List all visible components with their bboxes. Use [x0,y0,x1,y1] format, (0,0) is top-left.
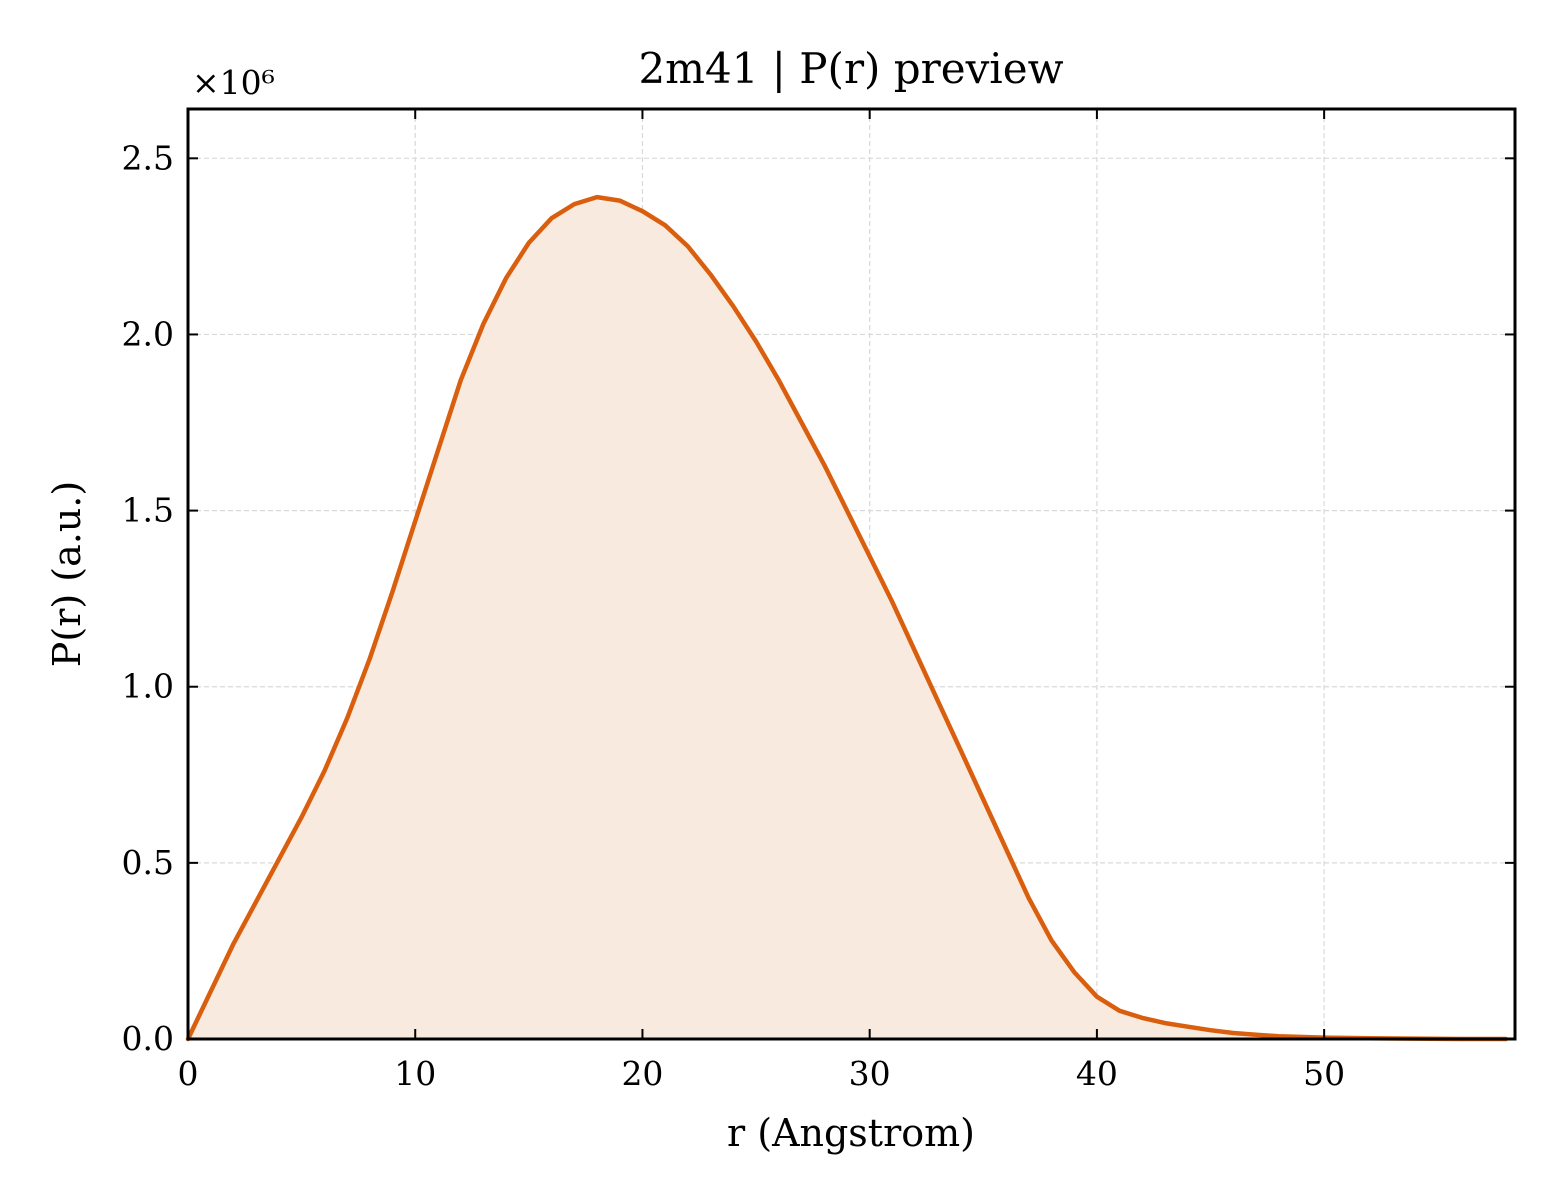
y-tick-label: 0.0 [122,1019,174,1058]
x-axis-label: r (Angstrom) [727,1111,975,1155]
x-tick-label: 10 [394,1054,436,1093]
y-tick-label: 2.5 [122,138,174,177]
x-tick-label: 40 [1076,1054,1118,1093]
area-fill [188,197,1506,1040]
data-line [185,194,1509,1042]
y-multiplier: ×10⁶ [192,63,275,102]
x-tick-label: 0 [178,1054,199,1093]
chart-title: 2m41 | P(r) preview [638,44,1063,93]
x-tick-label: 20 [621,1054,663,1093]
y-tick-label: 1.5 [122,491,174,530]
ticks: 0 10 20 30 40 50 0.0 0.5 1.0 1.5 2.0 2.5 [122,109,1515,1093]
y-axis-label: P(r) (a.u.) [45,481,89,667]
y-tick-label: 1.0 [122,667,174,706]
x-tick-label: 30 [849,1054,891,1093]
x-tick-label: 50 [1303,1054,1345,1093]
plot-frame [186,107,1517,1041]
y-tick-label: 0.5 [122,843,174,882]
y-tick-label: 2.0 [122,314,174,353]
